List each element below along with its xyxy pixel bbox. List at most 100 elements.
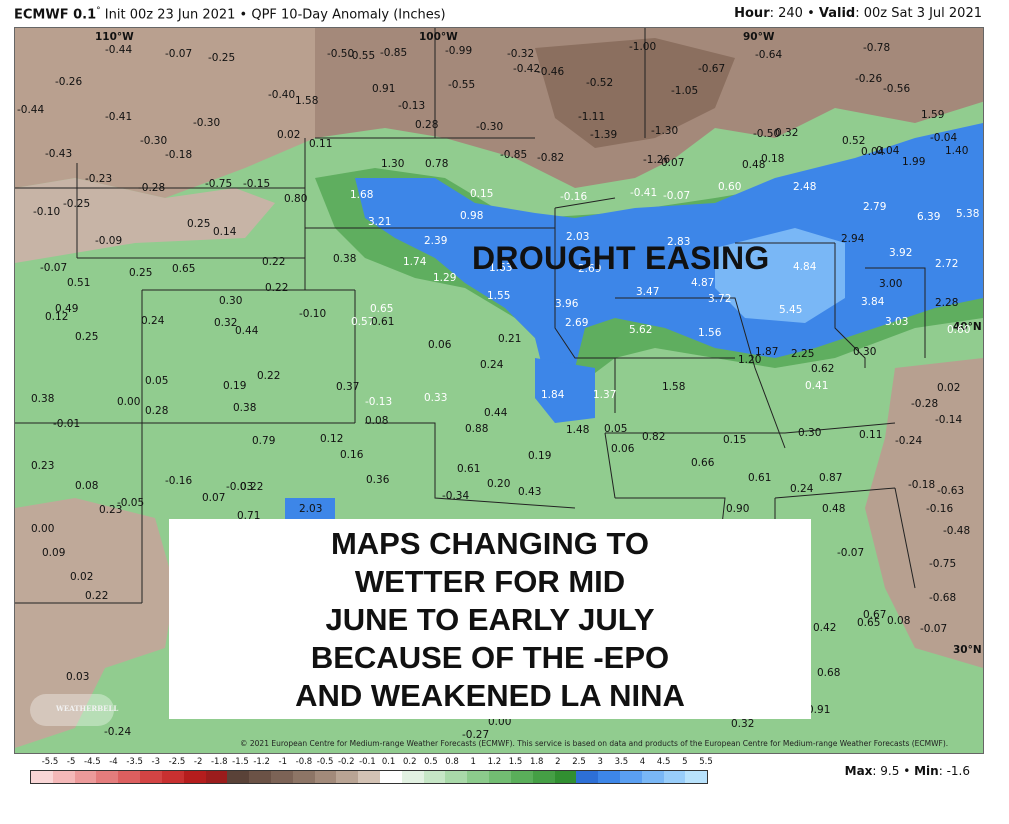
anomaly-value-label: -0.40 <box>268 89 295 101</box>
legend-tick: -0.1 <box>359 757 376 767</box>
anomaly-value-label: -0.25 <box>63 198 90 210</box>
anomaly-value-label: 3.92 <box>889 247 912 259</box>
legend-swatch <box>358 771 380 783</box>
anomaly-value-label: -0.78 <box>863 42 890 54</box>
annotation-line-4: BECAUSE OF THE -EPO <box>310 640 670 675</box>
annotation-text: MAPS CHANGING TO WETTER FOR MID JUNE TO … <box>169 525 811 715</box>
anomaly-value-label: 0.19 <box>528 450 551 462</box>
legend-swatch <box>183 771 206 783</box>
anomaly-value-label: -0.41 <box>105 111 132 123</box>
anomaly-value-label: 0.22 <box>262 256 285 268</box>
anomaly-value-label: -0.44 <box>105 44 132 56</box>
anomaly-value-label: 1.87 <box>755 346 778 358</box>
lon-label-90w: 90°W <box>743 31 775 43</box>
map-header: ECMWF 0.1° Init 00z 23 Jun 2021 • QPF 10… <box>14 0 982 27</box>
anomaly-value-label: 2.28 <box>935 297 958 309</box>
anomaly-value-label: -0.14 <box>935 414 962 426</box>
anomaly-value-label: 0.22 <box>257 370 280 382</box>
anomaly-value-label: -0.41 <box>630 187 657 199</box>
anomaly-value-label: -0.30 <box>193 117 220 129</box>
legend-tick: -5.5 <box>41 757 59 767</box>
legend-tick: -4.5 <box>84 757 101 767</box>
anomaly-value-label: -0.68 <box>929 592 956 604</box>
header-separator-2: • <box>807 6 815 21</box>
anomaly-value-label: 0.22 <box>265 282 288 294</box>
anomaly-value-label: 0.43 <box>518 486 541 498</box>
anomaly-value-label: -0.16 <box>926 503 953 515</box>
anomaly-value-label: 3.96 <box>555 298 579 310</box>
anomaly-value-label: 0.05 <box>145 375 168 387</box>
dry-anomaly-southwest <box>15 498 175 748</box>
anomaly-value-label: 0.20 <box>487 478 510 490</box>
anomaly-value-label: 0.15 <box>470 188 493 200</box>
legend-tick: 3.5 <box>614 757 629 767</box>
anomaly-value-label: 0.66 <box>691 457 715 469</box>
legend-swatch <box>249 771 271 783</box>
anomaly-value-label: 5.38 <box>956 208 979 220</box>
legend-tick: 2 <box>555 757 561 767</box>
legend-swatch <box>401 771 424 783</box>
anomaly-value-label: 3.47 <box>636 286 659 298</box>
anomaly-value-label: 0.79 <box>252 435 275 447</box>
anomaly-value-label: 0.38 <box>333 253 356 265</box>
anomaly-value-label: 1.59 <box>921 109 944 121</box>
anomaly-value-label: 0.16 <box>340 449 364 461</box>
anomaly-value-label: -0.48 <box>943 525 970 537</box>
anomaly-value-label: 0.24 <box>480 359 504 371</box>
anomaly-value-label: 4.87 <box>691 277 714 289</box>
anomaly-value-label: 4.84 <box>793 261 817 273</box>
legend-swatch <box>576 771 599 783</box>
max-label: Max <box>844 764 873 778</box>
anomaly-value-label: 0.02 <box>277 129 300 141</box>
anomaly-value-label: -0.07 <box>40 262 67 274</box>
legend-swatch <box>161 771 184 783</box>
anomaly-value-label: 0.87 <box>819 472 842 484</box>
anomaly-value-label: 0.38 <box>31 393 54 405</box>
anomaly-value-label: -0.30 <box>140 135 167 147</box>
anomaly-value-label: 0.82 <box>642 431 665 443</box>
legend-swatch <box>467 771 490 783</box>
anomaly-values: -0.44 -0.07 -0.25 -0.50-0.55 -0.85 -0.99 -0.32… <box>17 41 979 741</box>
anomaly-value-label: 1.29 <box>433 272 456 284</box>
anomaly-value-label: 0.33 <box>424 392 447 404</box>
legend-swatch <box>227 771 250 783</box>
anomaly-value-label: 1.37 <box>593 389 616 401</box>
state-boundaries <box>15 28 926 604</box>
anomaly-value-label: -0.10 <box>33 206 60 218</box>
legend-tick: 4.5 <box>656 757 671 767</box>
legend-tick: -1.8 <box>210 757 228 767</box>
anomaly-value-label: 0.65 <box>370 303 393 315</box>
copyright-notice: © 2021 European Centre for Medium-range … <box>240 739 949 748</box>
anomaly-value-label: 1.84 <box>541 389 565 401</box>
legend-tick: -5 <box>66 757 76 767</box>
legend-tick: -0.2 <box>337 757 355 767</box>
anomaly-value-label: 0.90 <box>726 503 749 515</box>
anomaly-value-label: -0.46 <box>537 66 564 78</box>
anomaly-value-label: -0.18 <box>908 479 935 491</box>
valid-value: : 00z Sat 3 Jul 2021 <box>855 6 982 21</box>
anomaly-value-label: -0.43 <box>45 148 72 160</box>
anomaly-value-label: 0.28 <box>415 119 438 131</box>
anomaly-value-label: 0.04 <box>876 145 900 157</box>
anomaly-value-label: 0.02 <box>937 382 960 394</box>
anomaly-value-label: -1.05 <box>671 85 698 97</box>
legend-swatch <box>140 771 162 783</box>
anomaly-value-label: -0.24 <box>895 435 922 447</box>
anomaly-value-label: 3.84 <box>861 296 885 308</box>
anomaly-value-label: -0.30 <box>476 121 503 133</box>
legend-tick-labels: -5.5 -5 -4.5 -4 -3.5 -3 -2.5 -2 -1.8 -1.5 -1.2 -1 -0… <box>14 757 982 769</box>
anomaly-value-label: -0.99 <box>445 45 472 57</box>
anomaly-value-label: 0.22 <box>85 590 108 602</box>
anomaly-value-label: 0.12 <box>45 311 68 323</box>
anomaly-value-label: 0.07 <box>202 492 225 504</box>
anomaly-value-label: -0.16 <box>165 475 192 487</box>
model-name: ECMWF 0.1 <box>14 7 97 23</box>
anomaly-value-label: 0.24 <box>141 315 165 327</box>
anomaly-value-label: 0.04 <box>861 146 885 158</box>
weatherbell-logo: WEATHERBELL <box>30 694 118 726</box>
color-legend: -5.5 -5 -4.5 -4 -3.5 -3 -2.5 -2 -1.8 -1.5 -1.2 -1 -0… <box>14 752 982 792</box>
anomaly-value-label: -0.09 <box>95 235 122 247</box>
anomaly-value-label: -0.13 <box>398 100 425 112</box>
map-canvas: 110°W 100°W 90°W 40°N 30°N -0.44 -0.07 -0.… <box>15 28 983 753</box>
anomaly-value-label: 6.39 <box>917 211 940 223</box>
